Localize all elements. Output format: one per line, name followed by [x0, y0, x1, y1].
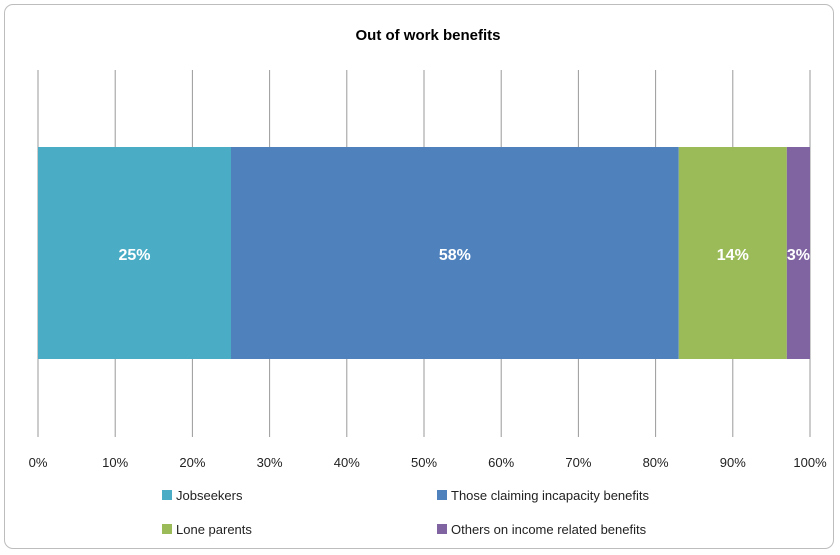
data-label: 58% [439, 247, 471, 264]
x-tick-label: 20% [179, 455, 205, 470]
x-tick-label: 40% [334, 455, 360, 470]
x-tick-label: 90% [720, 455, 746, 470]
legend-label: Lone parents [176, 522, 252, 537]
bar-segment [678, 147, 787, 359]
legend: Jobseekers Those claiming incapacity bene… [162, 488, 649, 537]
legend-swatch [437, 490, 447, 500]
x-tick-label: 10% [102, 455, 128, 470]
legend-label: Others on income related benefits [451, 522, 647, 537]
data-label: 14% [717, 247, 749, 264]
legend-label: Jobseekers [176, 488, 243, 503]
chart-title: Out of work benefits [355, 27, 500, 44]
bar-segment [38, 147, 231, 359]
data-label: 3% [787, 247, 810, 264]
x-axis-ticks: 0% 10% 20% 30% 40% 50% 60% 70% 80% 90% 100% [29, 455, 827, 470]
x-tick-label: 50% [411, 455, 437, 470]
bar-segment [231, 147, 679, 359]
x-tick-label: 60% [488, 455, 514, 470]
data-label: 25% [118, 247, 150, 264]
legend-swatch [437, 524, 447, 534]
x-tick-label: 80% [643, 455, 669, 470]
x-tick-label: 100% [793, 455, 827, 470]
x-tick-label: 30% [257, 455, 283, 470]
x-tick-label: 70% [565, 455, 591, 470]
legend-swatch [162, 490, 172, 500]
x-tick-label: 0% [29, 455, 48, 470]
legend-label: Those claiming incapacity benefits [451, 488, 649, 503]
bar-segment [786, 147, 810, 359]
legend-swatch [162, 524, 172, 534]
data-labels: 25% 58% 14% 3% [118, 247, 809, 264]
bar-segments [38, 147, 810, 359]
